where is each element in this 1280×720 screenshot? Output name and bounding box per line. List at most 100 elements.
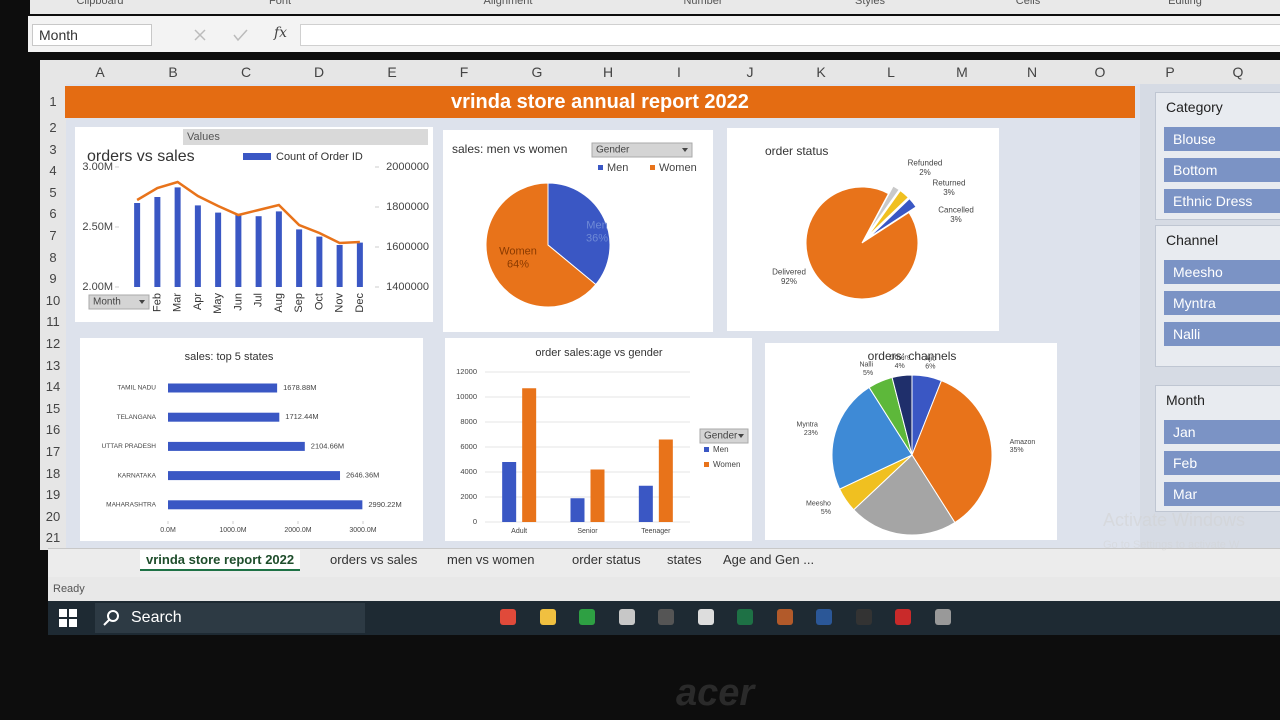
sheet-tab[interactable]: vrinda store report 2022 [140,550,301,571]
chart-title: sales: top 5 states [185,351,274,363]
slice-name: Women [499,245,537,257]
column-header: K [816,64,826,80]
slicer-item[interactable]: Nalli [1164,322,1280,346]
y-tick-label: UTTAR PRADESH [102,443,157,450]
ribbon-group-label: Clipboard [76,0,124,7]
search-box[interactable]: Search [95,603,365,633]
fx-button[interactable]: fx [274,25,288,41]
y2-tick-label: 1600000 [386,241,429,253]
taskbar-icon[interactable] [618,609,635,625]
legend-swatch [650,165,655,170]
y-tick-label: 2.50M [82,221,113,233]
ribbon-group-label: Editing [1168,0,1202,7]
taskbar-icon[interactable] [539,609,556,625]
filter-arrow [139,300,145,304]
bar [522,388,537,522]
taskbar-icon[interactable] [658,609,674,625]
slice-label: 92% [781,277,797,286]
sheet-tab[interactable]: states [667,552,702,567]
taskbar-icon[interactable] [816,609,832,625]
row-header: 5 [49,184,57,200]
tag-bg [183,129,428,145]
taskbar-icon[interactable] [855,609,872,625]
column-header: G [531,64,543,80]
bar [275,211,282,287]
legend-label: Count of Order ID [276,151,363,163]
slice-label: 5% [863,370,873,377]
bar [590,469,605,522]
slicer-item[interactable]: Meesho [1164,260,1280,284]
sheet-tab[interactable]: Age and Gen ... [723,552,815,567]
sheet-tab[interactable]: men vs women [447,552,535,567]
y-tick-label: MAHARASHTRA [106,502,157,509]
column-header: C [240,64,252,80]
filter-arrow [738,434,744,438]
legend-swatch [598,165,603,170]
taskbar-icon[interactable] [579,609,595,625]
column-header: D [313,64,325,80]
slicer-item[interactable]: Bottom [1164,158,1280,182]
sheet-tab[interactable]: orders vs sales [330,552,418,567]
formula-input[interactable] [300,24,1280,46]
x-tick-label: Senior [577,528,598,535]
filter-button[interactable] [88,294,150,310]
ribbon [30,0,1280,14]
x-tick-label: Nov [334,293,346,313]
taskbar-icon[interactable] [697,609,714,625]
logo-pane [59,609,67,617]
ribbon-group-label: Cells [1015,0,1041,7]
line [136,180,360,245]
taskbar-icon[interactable] [737,609,753,625]
column-header: L [887,64,895,80]
chart-title: orders vs sales [87,148,195,165]
slice-name: Cancelled [938,205,974,214]
x-tick-label: Apr [192,293,204,310]
sheet-tab[interactable]: order status [572,552,641,567]
x-tick-label: Jul [253,293,265,307]
bar [316,236,323,287]
slice-label: 4% [895,363,905,370]
slicer-item[interactable]: Blouse [1164,127,1280,151]
dashboard-title: vrinda store annual report 2022 [65,86,1135,118]
pie-slice [831,386,913,490]
bar [215,212,222,287]
chart: Values orders vs sales 2.00M 2.50M 3.00M 1400… [75,127,433,322]
status-text: Ready [53,583,85,595]
chart-title: sales: men vs women [452,142,567,156]
x-tick-label: 2000.0M [284,527,311,534]
slice-name: Amazon [1010,439,1036,446]
slicer-title: Month [1166,392,1205,408]
slicer-item[interactable]: Ethnic Dress [1164,189,1280,213]
slicer-item[interactable]: Mar [1164,482,1280,506]
ribbon-group-label: Font [268,0,291,7]
slice-label: 36% [586,233,608,245]
taskbar-icon[interactable] [895,609,911,625]
legend-swatch [704,447,709,452]
pie-slice [547,182,611,286]
pie-slice [866,185,900,236]
y-tick-label: 4000 [460,467,477,476]
row-header: 15 [45,400,61,416]
slice-label: 6% [925,364,935,371]
y-tick-label: TAMIL NADU [117,385,156,392]
name-box[interactable]: Month [32,24,152,46]
windows-logo[interactable] [58,608,78,628]
filter-button[interactable] [699,428,749,444]
brand-logo: acer [676,672,755,714]
slice-name: Others [889,354,911,361]
taskbar-icon[interactable] [776,609,793,625]
filter-button[interactable] [591,142,693,158]
taskbar-icon[interactable] [934,609,951,625]
row-header: 17 [45,444,61,459]
ribbon-group-label: Styles [855,0,885,7]
slicer-item[interactable]: Jan [1164,420,1280,444]
taskbar-icon[interactable] [500,609,516,625]
pie-slice [852,454,956,536]
bar [336,245,343,287]
slicer-item[interactable]: Feb [1164,451,1280,475]
row-header: 10 [45,292,61,308]
column-header: M [956,64,968,80]
slicer-item[interactable]: Myntra [1164,291,1280,315]
row-headers [40,84,66,550]
y-tick-label: 10000 [456,392,477,401]
